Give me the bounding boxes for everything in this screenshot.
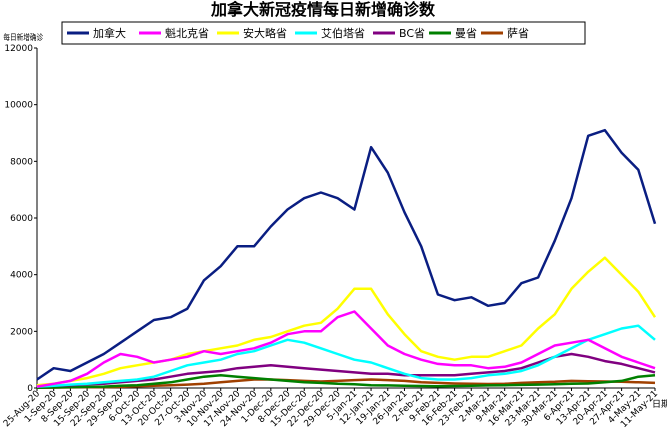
y-tick-label: 0 [27,384,33,394]
legend: 加拿大 魁北克省 安大略省 艾伯塔省 BC省 曼省 萨省 [61,21,586,45]
y-tick-label: 8000 [10,157,33,167]
chart-title: 加拿大新冠疫情每日新增确诊数 [210,0,436,19]
y-tick-label: 4000 [10,271,33,281]
legend-label: 艾伯塔省 [321,26,365,40]
legend-label: 萨省 [507,27,529,40]
legend-label: BC省 [399,27,425,40]
series-line [36,310,656,388]
y-tick-label: 2000 [10,327,33,337]
y-tick-label: 10000 [4,101,33,111]
series-line [36,374,656,389]
x-axis-label: 日期 [652,399,667,410]
y-tick-label: 12000 [4,44,33,54]
y-tick-label: 6000 [10,214,33,224]
legend-label: 魁北克省 [165,26,209,40]
series-layer [36,128,657,389]
series-line [36,324,656,388]
legend-box [61,21,586,45]
y-axis-label: 每日新增确诊 [3,32,43,42]
legend-label: 安大略省 [243,26,287,40]
series-line [36,256,657,387]
legend-label: 曼省 [455,27,477,40]
axes: 02000400060008000100001200025-Aug-201-Se… [2,44,660,430]
legend-label: 加拿大 [93,26,126,40]
series-line [36,128,657,381]
